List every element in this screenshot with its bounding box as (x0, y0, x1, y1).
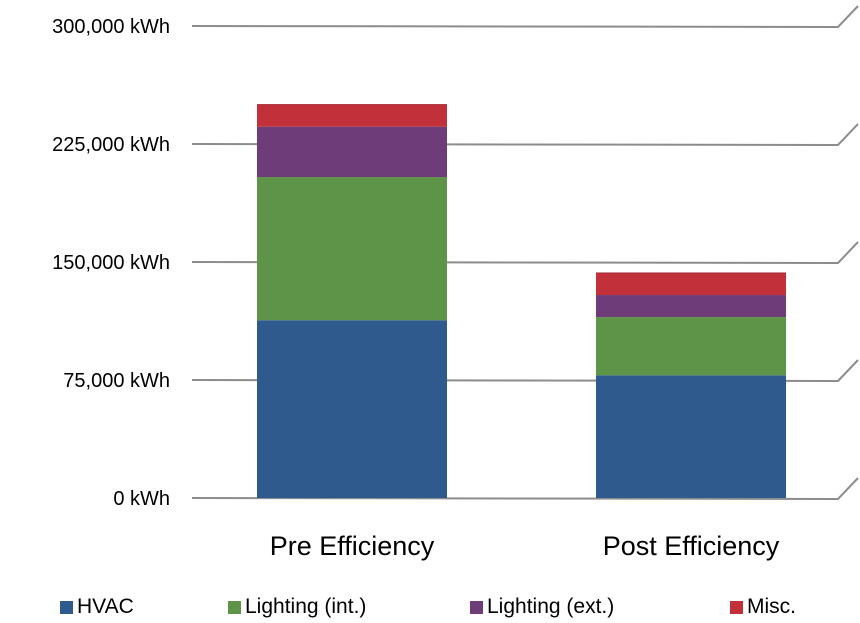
legend-swatch (730, 600, 743, 614)
bar-segment-misc (596, 273, 786, 296)
bar-segment-lighting-int (596, 317, 786, 376)
bar-segment-lighting-ext (257, 126, 447, 178)
bar-segment-hvac (257, 320, 447, 498)
y-tick-label: 300,000 kWh (52, 16, 170, 38)
legend-item: Lighting (int.) (228, 592, 366, 622)
y-tick-label: 225,000 kWh (52, 134, 170, 156)
x-tick-label: Pre Efficiency (270, 531, 435, 561)
legend-label: Misc. (747, 595, 796, 618)
bars (257, 104, 786, 498)
y-axis-labels: 0 kWh 75,000 kWh 150,000 kWh 225,000 kWh 300… (52, 16, 170, 510)
gridline (191, 5, 859, 29)
legend-item: Lighting (ext.) (470, 592, 614, 622)
bar-segment-misc (257, 104, 447, 127)
bar-segment-lighting-ext (596, 295, 786, 318)
bar-segment-hvac (596, 375, 786, 498)
y-tick-label: 150,000 kWh (52, 252, 170, 274)
legend-swatch (228, 600, 241, 614)
legend-label: Lighting (ext.) (487, 595, 615, 618)
legend-item: Misc. (730, 592, 796, 622)
legend-label: Lighting (int.) (245, 595, 367, 618)
stacked-bar-chart: 0 kWh 75,000 kWh 150,000 kWh 225,000 kWh 300… (52, 5, 859, 561)
legend: HVAC Lighting (int.) Lighting (ext.) Misc. (0, 592, 860, 622)
legend-label: HVAC (77, 595, 134, 618)
y-tick-label: 75,000 kWh (63, 370, 170, 392)
y-tick-label: 0 kWh (113, 488, 170, 510)
x-tick-label: Post Efficiency (603, 531, 780, 561)
x-axis-labels: Pre Efficiency Post Efficiency (270, 531, 780, 561)
gridline (191, 477, 859, 501)
legend-item: HVAC (60, 592, 134, 622)
bar-segment-lighting-int (257, 177, 447, 321)
legend-swatch (470, 600, 483, 614)
legend-swatch (60, 600, 73, 614)
